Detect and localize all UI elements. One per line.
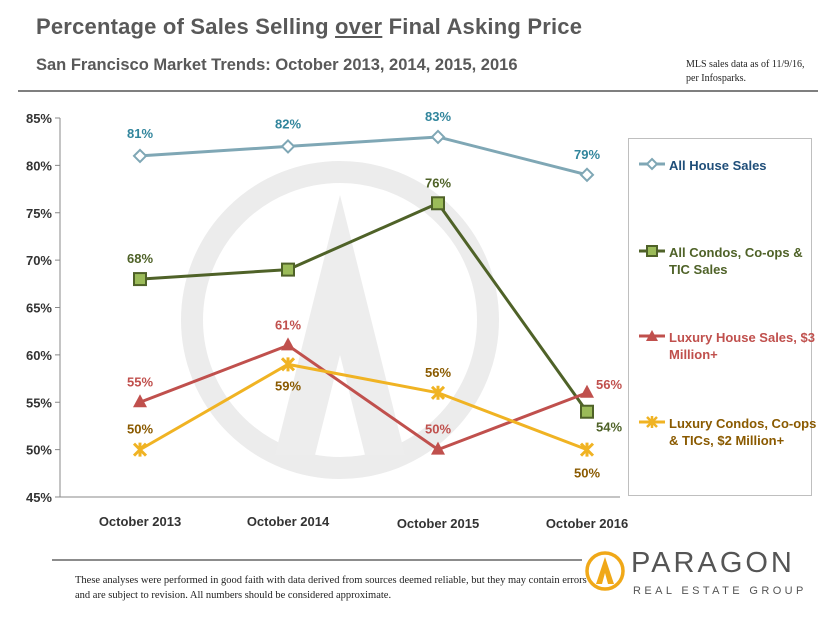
y-tick-label: 50% [26,443,52,458]
x-tick-label: October 2015 [397,516,479,531]
legend-label-house: All House Sales [669,158,767,173]
data-label-lux-condo: 59% [275,378,301,393]
point-lux-condo [430,385,446,400]
y-tick-label: 60% [26,348,52,363]
watermark-emblem-icon [275,195,405,455]
point-house [280,139,296,154]
x-tick-label: October 2014 [247,514,330,529]
legend-label-lux-condo: Luxury Condos, Co-ops & TICs, $2 Million… [669,416,817,448]
data-label-lux-condo: 50% [127,422,153,437]
data-label-condo: 54% [596,420,622,435]
data-label-house: 81% [127,126,153,141]
y-tick-label: 70% [26,253,52,268]
point-condo [431,196,445,211]
y-tick-label: 80% [26,158,52,173]
point-lux-house [431,441,445,455]
x-tick-label: October 2013 [99,514,181,529]
data-label-house: 82% [275,116,301,131]
point-house [430,129,446,145]
logo-subtitle: REAL ESTATE GROUP [633,585,807,597]
data-label-lux-condo: 56% [425,365,451,380]
legend-label-condo: All Condos, Co-ops & TIC Sales [669,245,803,277]
point-condo [281,262,295,277]
point-condo [580,404,594,419]
title-emphasis: over [335,14,383,39]
data-label-lux-house: 50% [425,422,451,437]
y-tick-label: 65% [26,301,52,316]
watermark-ring [181,161,499,479]
data-label-condo: 68% [127,251,153,266]
point-lux-house [281,337,295,351]
series-line-condo [139,201,589,413]
y-tick-label: 45% [26,490,52,505]
disclaimer-text: These analyses were performed in good fa… [75,575,587,601]
legend-marker-condo [639,245,665,257]
legend-label-lux-house: Luxury House Sales, $3 Million+ [669,330,815,362]
point-lux-condo [132,442,148,457]
footer-divider [52,559,582,561]
point-house [132,148,148,164]
point-lux-house [580,384,594,398]
data-label-lux-house: 55% [127,374,153,389]
data-label-house: 79% [574,147,600,162]
legend-marker-house [639,157,665,171]
y-tick-label: 55% [26,395,52,410]
page-title: Percentage of Sales Selling over Final A… [36,14,583,39]
page-subtitle: San Francisco Market Trends: October 201… [36,56,518,74]
data-label-condo: 76% [425,175,451,190]
paragon-emblem-icon [585,551,625,591]
y-tick-label: 75% [26,206,52,221]
data-label-house: 83% [425,109,451,124]
y-tick-label: 85% [26,111,52,126]
point-lux-condo [280,357,296,372]
data-label-lux-house: 61% [275,317,301,332]
series-line-house [139,135,588,177]
chart-legend: All House Sales All Condos, Co-ops & TIC… [628,138,816,496]
legend-marker-lux-condo [639,416,665,428]
data-label-lux-house: 56% [596,377,622,392]
logo-name: PARAGON [631,547,795,579]
legend-marker-lux-house [639,330,665,341]
header-divider [18,90,818,92]
point-house [579,167,595,183]
point-condo [133,272,147,287]
data-label-lux-condo: 50% [574,466,600,481]
series-line-lux-condo [139,362,588,452]
point-lux-condo [579,442,595,457]
x-tick-label: October 2016 [546,516,628,531]
company-logo: PARAGON REAL ESTATE GROUP [583,547,813,611]
source-note: MLS sales data as of 11/9/16, per Infosp… [686,59,805,84]
point-lux-house [133,394,147,408]
